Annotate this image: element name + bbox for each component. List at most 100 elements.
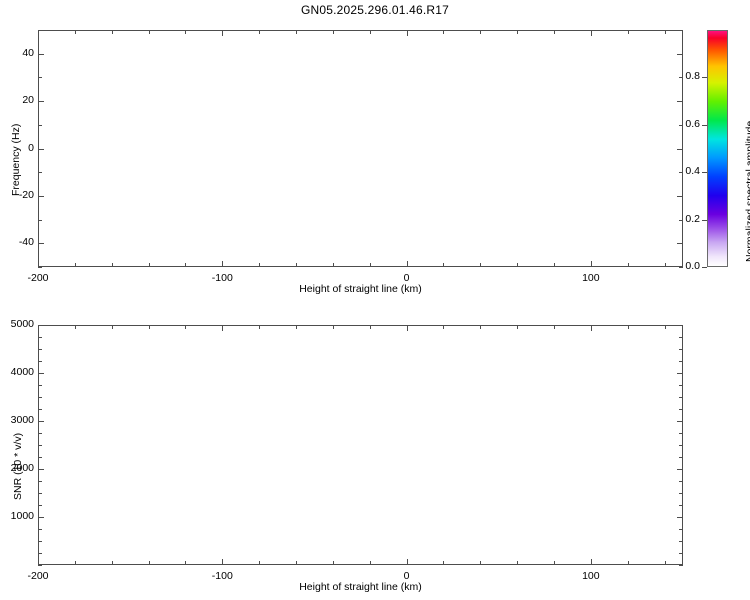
axis-tick: [679, 361, 683, 362]
y-tick-label: 2000: [10, 462, 34, 474]
y-tick-label: 5000: [10, 318, 34, 330]
axis-tick: [38, 361, 42, 362]
axis-tick: [679, 125, 683, 126]
axis-tick: [407, 325, 408, 331]
axis-tick: [679, 409, 683, 410]
axis-tick: [296, 263, 297, 267]
colorbar-tick-label: 0.8: [685, 70, 700, 83]
x-tick-label: 0: [403, 272, 410, 284]
axis-tick: [679, 493, 683, 494]
axis-tick: [185, 30, 186, 34]
axis-tick: [677, 325, 683, 326]
axis-tick: [679, 433, 683, 434]
x-tick-label: -100: [211, 272, 233, 284]
snr-x-axis-label: Height of straight line (km): [299, 581, 422, 593]
axis-tick: [677, 469, 683, 470]
axis-tick: [296, 325, 297, 329]
axis-tick: [38, 373, 44, 374]
axis-tick: [677, 517, 683, 518]
axis-tick: [38, 30, 42, 31]
axis-tick: [665, 325, 666, 329]
axis-tick: [665, 263, 666, 267]
axis-tick: [38, 493, 42, 494]
axis-tick: [679, 172, 683, 173]
axis-tick: [112, 263, 113, 267]
axis-tick: [591, 325, 592, 331]
axis-tick: [185, 325, 186, 329]
axis-tick: [38, 196, 44, 197]
axis-tick: [679, 267, 683, 268]
axis-tick: [185, 263, 186, 267]
axis-tick: [38, 261, 39, 267]
axis-tick: [665, 561, 666, 565]
axis-tick: [679, 337, 683, 338]
axis-tick: [679, 505, 683, 506]
axis-tick: [112, 325, 113, 329]
y-tick-label: 3000: [10, 414, 34, 426]
axis-tick: [677, 196, 683, 197]
axis-tick: [333, 561, 334, 565]
axis-tick: [677, 421, 683, 422]
axis-tick: [112, 561, 113, 565]
axis-tick: [370, 263, 371, 267]
axis-tick: [75, 325, 76, 329]
y-tick-label: 4000: [10, 366, 34, 378]
axis-tick: [38, 325, 44, 326]
axis-tick: [149, 325, 150, 329]
axis-tick: [679, 553, 683, 554]
axis-tick: [679, 30, 683, 31]
axis-tick: [679, 220, 683, 221]
axis-tick: [677, 101, 683, 102]
axis-tick: [38, 30, 39, 36]
axis-tick: [296, 30, 297, 34]
axis-tick: [333, 263, 334, 267]
axis-tick: [677, 243, 683, 244]
axis-tick: [149, 561, 150, 565]
x-tick-label: 0: [403, 570, 410, 582]
spectrogram-y-axis-label: Frequency (Hz): [10, 123, 22, 196]
axis-tick: [222, 325, 223, 331]
axis-tick: [702, 172, 707, 173]
axis-tick: [38, 337, 42, 338]
axis-tick: [75, 263, 76, 267]
axis-tick: [38, 54, 44, 55]
axis-tick: [222, 30, 223, 36]
y-tick-label: 20: [22, 94, 34, 107]
axis-tick: [554, 561, 555, 565]
y-tick-label: -20: [18, 188, 34, 201]
axis-tick: [38, 243, 44, 244]
axis-tick: [443, 263, 444, 267]
axis-tick: [75, 561, 76, 565]
axis-tick: [407, 30, 408, 36]
axis-tick: [38, 125, 42, 126]
axis-tick: [407, 559, 408, 565]
x-tick-label: 100: [582, 272, 600, 284]
axis-tick: [517, 263, 518, 267]
axis-tick: [679, 457, 683, 458]
axis-tick: [679, 385, 683, 386]
axis-tick: [702, 125, 707, 126]
colorbar-gradient: [708, 31, 727, 266]
axis-tick: [443, 325, 444, 329]
axis-tick: [38, 517, 44, 518]
axis-tick: [517, 561, 518, 565]
colorbar-tick-label: 0.0: [685, 260, 700, 272]
axis-tick: [591, 30, 592, 36]
y-tick-label: -40: [18, 236, 34, 249]
axis-tick: [443, 30, 444, 34]
x-tick-label: -200: [27, 272, 49, 284]
axis-tick: [333, 30, 334, 34]
snr-y-axis-label: SNR (10 * v/v): [12, 432, 24, 500]
colorbar: [707, 30, 728, 267]
axis-tick: [38, 445, 42, 446]
axis-tick: [679, 529, 683, 530]
spectrogram-x-axis-label: Height of straight line (km): [299, 283, 422, 295]
axis-tick: [38, 421, 44, 422]
axis-tick: [222, 261, 223, 267]
axis-tick: [259, 561, 260, 565]
axis-tick: [38, 553, 42, 554]
axis-tick: [38, 559, 39, 565]
axis-tick: [628, 325, 629, 329]
axis-tick: [38, 149, 44, 150]
